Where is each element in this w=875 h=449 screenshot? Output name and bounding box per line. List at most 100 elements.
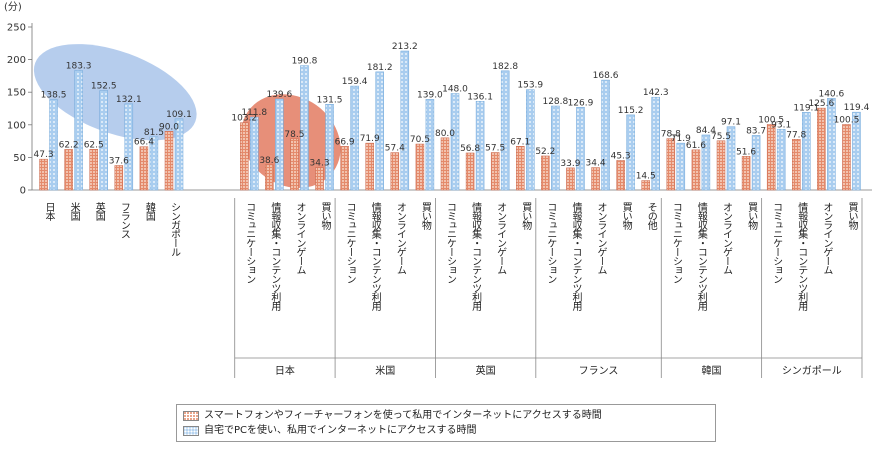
bar-pc [325, 104, 334, 191]
value-label-pc: 181.2 [367, 63, 393, 73]
bar-smartphone [390, 152, 400, 191]
group-label: 日本 [275, 364, 295, 377]
bar-pc [500, 70, 510, 191]
value-label-pc: 190.8 [292, 57, 318, 67]
bar-smartphone [516, 146, 525, 191]
value-label-pc: 111.8 [241, 108, 267, 118]
value-label-smartphone: 77.8 [786, 130, 806, 140]
bar-smartphone [465, 152, 475, 191]
bar-smartphone [817, 107, 826, 191]
value-label-smartphone: 57.4 [385, 144, 405, 154]
value-label-smartphone: 90.0 [159, 122, 179, 132]
category-label: 韓国 [143, 202, 155, 222]
value-label-smartphone: 67.1 [510, 137, 530, 147]
bar-smartphone [139, 146, 149, 191]
bar-smartphone [315, 167, 324, 191]
value-label-pc: 136.1 [467, 92, 493, 102]
bar-pc [651, 96, 660, 191]
bar-chart: 0 50 100 150 200 250 47.3 138.5 62.2 183.3 62.5 15… [4, 1, 872, 378]
bar-pc [726, 126, 736, 191]
bar-smartphone [741, 156, 751, 191]
bar-smartphone [89, 149, 98, 191]
value-label-smartphone: 45.3 [611, 151, 631, 161]
bar-smartphone [39, 158, 48, 191]
value-label-pc: 109.1 [166, 110, 192, 120]
category-label: 情報収集・コンテンツ利用 [570, 201, 582, 312]
category-label: シンガポール [169, 202, 181, 256]
bar-pc [852, 111, 861, 191]
value-label-smartphone: 38.6 [259, 156, 279, 166]
value-label-smartphone: 34.4 [586, 159, 606, 169]
value-label-smartphone: 47.3 [34, 150, 54, 160]
value-label-smartphone: 34.3 [310, 159, 330, 169]
bar-pc [350, 85, 359, 191]
legend-item-smart: スマートフォンやフィーチャーフォンを使って私用でインターネットにアクセスする時間 [183, 408, 709, 423]
bar-smartphone [490, 152, 500, 191]
value-label-pc: 153.9 [517, 81, 543, 91]
value-label-pc: 139.6 [266, 90, 292, 100]
value-label-smartphone: 71.9 [360, 134, 380, 144]
category-label: 情報収集・コンテンツ利用 [470, 201, 482, 312]
value-label-pc: 71.9 [671, 134, 691, 144]
bar-smartphone [591, 167, 600, 191]
category-label: オンラインゲーム [394, 202, 406, 275]
value-label-pc: 97.1 [721, 118, 741, 128]
category-label: コミュニケーション [244, 202, 256, 283]
value-label-pc: 115.2 [618, 106, 644, 116]
value-label-pc: 183.3 [66, 61, 92, 71]
bar-pc [375, 71, 384, 191]
bar-smartphone [566, 167, 575, 191]
value-label-pc: 213.2 [392, 42, 418, 52]
value-label-smartphone: 37.6 [109, 156, 129, 166]
bar-pc [526, 89, 535, 191]
value-label-pc: 84.4 [696, 126, 716, 136]
value-label-pc: 148.0 [442, 85, 468, 95]
bar-pc [49, 99, 58, 191]
bars-layer [39, 50, 861, 191]
bar-smartphone [641, 180, 650, 191]
category-label: 買い物 [419, 202, 431, 231]
bar-smartphone [265, 164, 274, 191]
group-label: フランス [579, 365, 619, 377]
bar-smartphone [114, 165, 124, 191]
category-label: オンラインゲーム [595, 202, 607, 275]
bar-smartphone [716, 140, 726, 191]
bar-smartphone [541, 155, 550, 191]
category-label: その他 [645, 202, 657, 231]
category-label: フランス [118, 202, 129, 239]
bar-smartphone [415, 143, 425, 191]
bar-pc [99, 90, 108, 191]
category-label: コミュニケーション [445, 202, 457, 283]
value-label-smartphone: 33.9 [560, 159, 580, 169]
category-label: 情報収集・コンテンツ利用 [796, 201, 808, 312]
bar-smartphone [365, 142, 374, 191]
value-label-smartphone: 57.5 [485, 144, 505, 154]
value-label-pc: 140.6 [818, 89, 844, 99]
value-label-smartphone: 62.5 [84, 140, 104, 150]
value-label-pc: 119.1 [793, 103, 819, 113]
category-label: 買い物 [746, 202, 758, 231]
category-label: 買い物 [846, 202, 858, 231]
value-label-pc: 126.9 [568, 98, 594, 108]
y-tick-label: 250 [7, 23, 26, 34]
bar-pc [400, 50, 410, 191]
value-label-pc: 81.5 [144, 128, 164, 138]
bar-pc [626, 114, 635, 191]
bar-smartphone [64, 149, 73, 191]
category-label: 日本 [43, 202, 55, 222]
category-label: 買い物 [520, 202, 532, 231]
bar-pc [676, 142, 686, 191]
category-label: コミュニケーション [344, 202, 356, 283]
bar-pc [802, 112, 811, 191]
y-tick-label: 150 [7, 88, 26, 99]
legend: スマートフォンやフィーチャーフォンを使って私用でインターネットにアクセスする時間… [176, 404, 716, 442]
category-label: 米国 [68, 201, 80, 222]
category-label: オンラインゲーム [495, 202, 507, 275]
category-label: オンラインゲーム [821, 202, 833, 275]
bar-smartphone [766, 124, 776, 191]
bar-smartphone [691, 149, 701, 191]
value-label-pc: 93.1 [771, 120, 791, 130]
value-label-smartphone: 78.8 [661, 130, 681, 140]
bar-pc [450, 93, 460, 191]
value-label-pc: 139.0 [417, 90, 443, 100]
